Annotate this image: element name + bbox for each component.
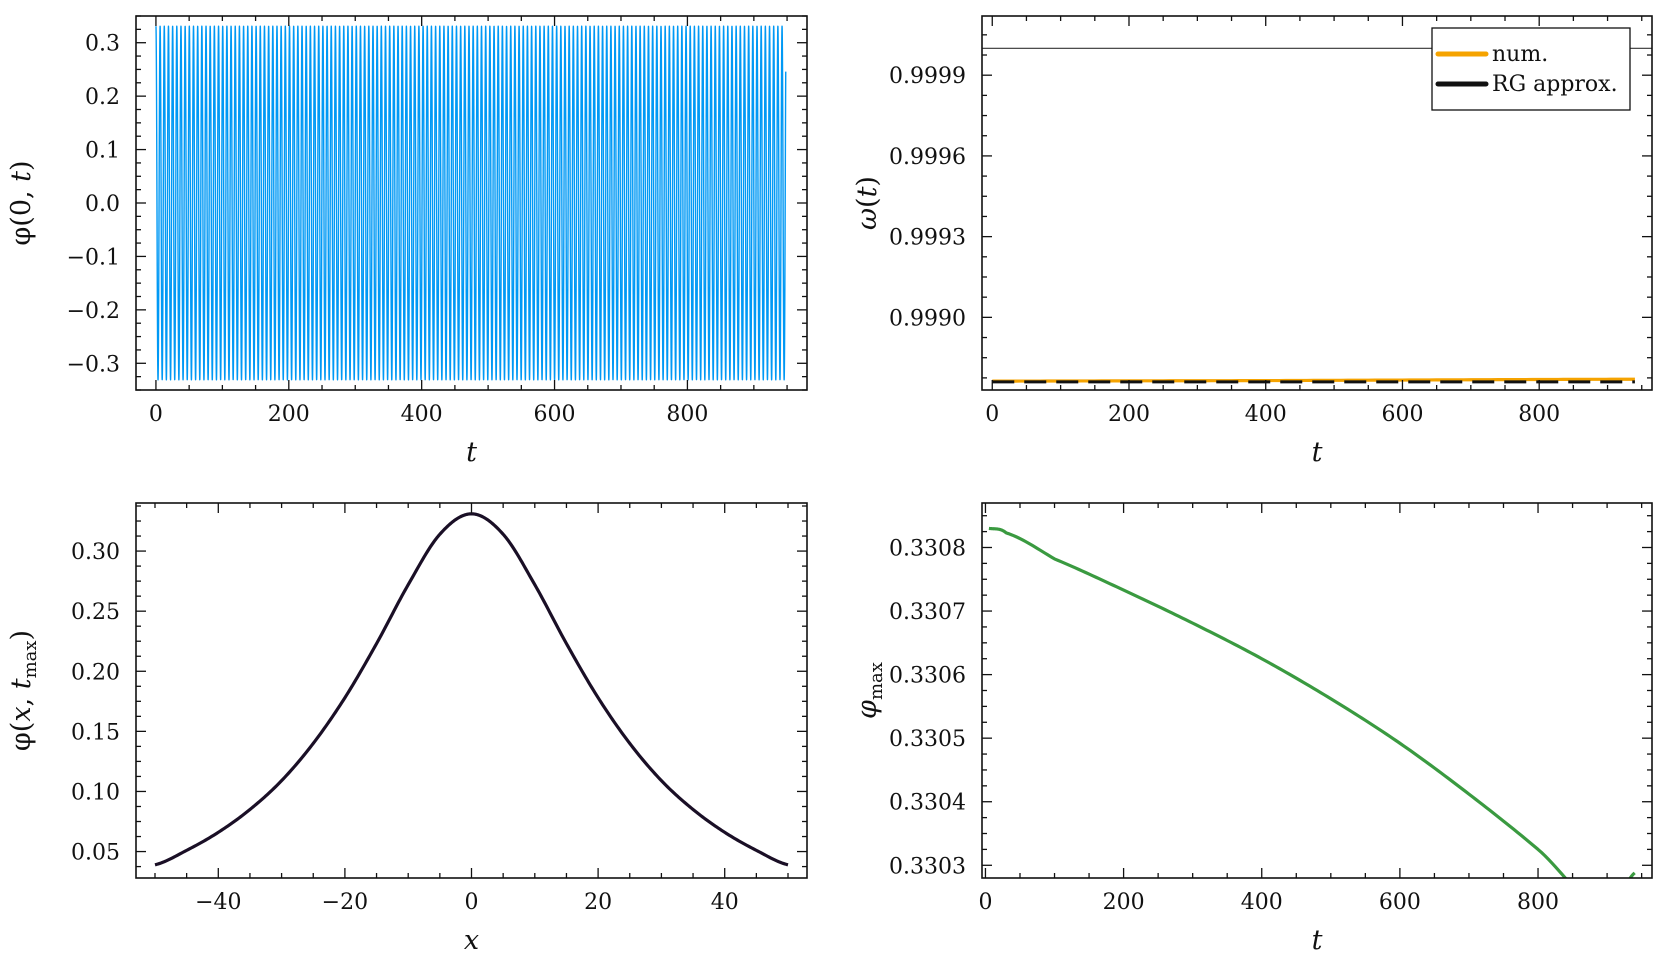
x-tick-label: 800 [666, 402, 708, 427]
x-tick-label: 200 [1103, 890, 1145, 915]
plot-area [988, 526, 1636, 878]
y-axis-label: φ(0, t) [6, 160, 37, 245]
x-tick-label: −20 [322, 890, 368, 915]
x-tick-label: 600 [534, 402, 576, 427]
x-tick-label: 0 [465, 890, 479, 915]
legend-box [1431, 27, 1631, 111]
y-tick-label: 0.10 [71, 780, 120, 805]
y-tick-label: 0.30 [71, 540, 120, 565]
y-tick-label: 0.3305 [889, 727, 966, 752]
x-tick-label: 400 [1241, 890, 1283, 915]
y-axis-label: ω(t) [852, 176, 883, 230]
x-tick-label: 200 [268, 402, 310, 427]
y-tick-label: −0.2 [67, 299, 120, 324]
x-tick-label: 0 [149, 402, 163, 427]
x-axis-label: x [464, 925, 479, 956]
legend-label-1: RG approx. [1492, 72, 1618, 97]
panel-phi-center: 0 200 400 600 800 −0.3 −0.2 −0.1 0.0 0.1 0.2 0.3 t φ(… [6, 15, 808, 468]
y-tick-label: 0.3307 [889, 600, 966, 625]
y-tick-label: −0.3 [67, 352, 120, 377]
x-tick-label: 40 [711, 890, 739, 915]
x-tick-label: 20 [584, 890, 612, 915]
x-tick-label: 0 [978, 890, 992, 915]
panel-phi-max: 0 200 400 600 800 0.3303 0.3304 0.3305 0.3306 0.3… [852, 502, 1653, 956]
y-tick-label: 0.05 [71, 841, 120, 866]
y-tick-label: 0.20 [71, 660, 120, 685]
plot-area [155, 25, 787, 381]
legend: num. RG approx. [1431, 27, 1631, 111]
x-axis-label: t [1312, 925, 1323, 956]
axes-frame [981, 15, 1653, 391]
y-tick-label: 0.2 [85, 85, 120, 110]
x-tick-label: 800 [1518, 402, 1560, 427]
panel-omega: 0 200 400 600 800 0.9990 0.9993 0.9996 0.9999 t ω(… [852, 15, 1653, 468]
x-tick-label: 600 [1381, 402, 1423, 427]
y-tick-label: 0.9996 [889, 145, 966, 170]
y-axis-label: φmax [852, 662, 887, 719]
y-tick-label: 0.15 [71, 720, 120, 745]
series-line-0 [988, 526, 1636, 878]
y-tick-label: 0.3308 [889, 536, 966, 561]
y-tick-label: 0.25 [71, 600, 120, 625]
series-line-0 [155, 25, 787, 381]
y-tick-label: 0.0 [85, 192, 120, 217]
y-axis-label: φ(x, tmax) [6, 630, 41, 751]
panel-phi-profile: −40 −20 0 20 40 0.05 0.10 0.15 0.20 0.25 0.30 x φ(x,… [6, 502, 808, 956]
series-line-0 [154, 512, 789, 867]
y-tick-label: 0.1 [85, 139, 120, 164]
y-tick-label: 0.3 [85, 32, 120, 57]
y-tick-label: 0.9999 [889, 64, 966, 89]
y-tick-label: 0.9993 [889, 226, 966, 251]
x-axis-label: t [466, 437, 477, 468]
x-tick-label: −40 [195, 890, 241, 915]
y-tick-label: 0.3304 [889, 791, 966, 816]
x-tick-label: 400 [401, 402, 443, 427]
y-tick-label: −0.1 [67, 245, 120, 270]
x-tick-label: 400 [1245, 402, 1287, 427]
x-axis-label: t [1312, 437, 1323, 468]
axes-frame [135, 502, 808, 879]
legend-label-0: num. [1492, 42, 1548, 67]
x-tick-label: 800 [1517, 890, 1559, 915]
x-tick-label: 0 [985, 402, 999, 427]
x-tick-label: 600 [1379, 890, 1421, 915]
y-tick-label: 0.3306 [889, 664, 966, 689]
y-tick-label: 0.9990 [889, 306, 966, 331]
plot-area [154, 512, 789, 867]
x-tick-label: 200 [1108, 402, 1150, 427]
y-tick-label: 0.3303 [889, 854, 966, 879]
